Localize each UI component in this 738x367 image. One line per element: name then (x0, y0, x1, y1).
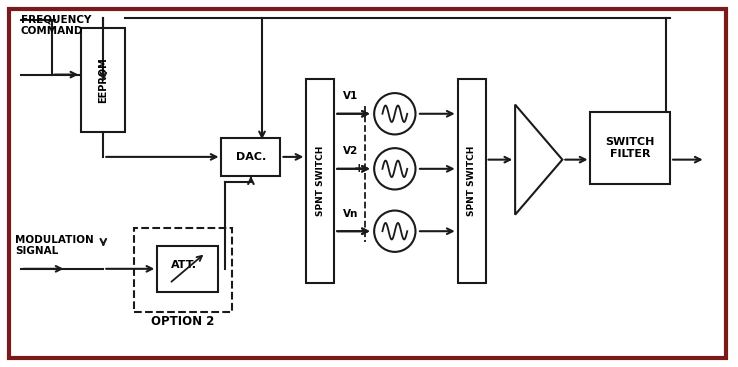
Text: +: + (354, 162, 365, 175)
Text: MODULATION
SIGNAL: MODULATION SIGNAL (15, 235, 94, 257)
Text: EEPROM: EEPROM (98, 57, 108, 103)
Bar (458, 79, 486, 283)
Text: V1: V1 (342, 91, 358, 101)
Text: SPNT SWITCH: SPNT SWITCH (467, 146, 476, 216)
Text: SPNT SWITCH: SPNT SWITCH (316, 146, 325, 216)
Text: OPTION 2: OPTION 2 (151, 315, 214, 328)
Bar (81, 28, 125, 132)
Bar (306, 79, 334, 283)
Bar (134, 228, 232, 312)
Text: Vn: Vn (342, 209, 358, 219)
Bar (221, 138, 280, 176)
Text: SWITCH
FILTER: SWITCH FILTER (606, 137, 655, 159)
Bar (157, 246, 218, 292)
Text: V2: V2 (342, 146, 358, 156)
Text: ATT.: ATT. (171, 260, 198, 270)
Text: FREQUENCY
COMMAND: FREQUENCY COMMAND (21, 15, 91, 36)
Bar (590, 112, 670, 184)
FancyBboxPatch shape (9, 9, 726, 358)
Text: DAC.: DAC. (236, 152, 266, 162)
